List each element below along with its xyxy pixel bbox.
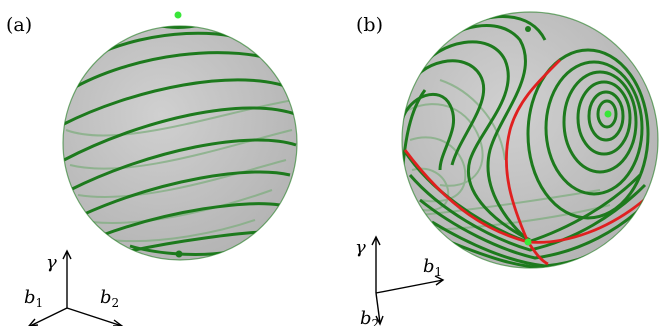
trajectories-b	[402, 15, 654, 268]
axis-a-b2: b2	[100, 287, 119, 310]
trajectories-a	[63, 26, 297, 256]
fixed-point-b-top	[525, 26, 531, 32]
fixed-point-b-saddle	[524, 238, 532, 246]
panel-a: (a)	[6, 11, 298, 326]
panel-b-label: (b)	[356, 14, 383, 36]
fixed-point-b-right	[604, 110, 612, 118]
panel-b: (b)	[355, 11, 659, 326]
axis-a-b1: b1	[24, 287, 43, 310]
axes-b	[371, 235, 445, 326]
panel-a-label: (a)	[6, 14, 32, 36]
fixed-point-a-bottom	[175, 250, 183, 258]
sphere-b	[402, 12, 658, 268]
back-trajectories-a	[65, 99, 295, 243]
axes-a	[28, 249, 124, 326]
separatrices-b	[403, 59, 651, 266]
sphere-b-outline	[401, 11, 659, 269]
axis-b-gamma: γ	[355, 237, 366, 258]
axis-b-b1: b1	[423, 256, 442, 279]
sphere-a-outline	[62, 25, 298, 261]
fixed-point-a-top	[174, 11, 182, 19]
axis-a-gamma: γ	[46, 252, 57, 273]
axis-b-b2: b2	[360, 308, 379, 326]
